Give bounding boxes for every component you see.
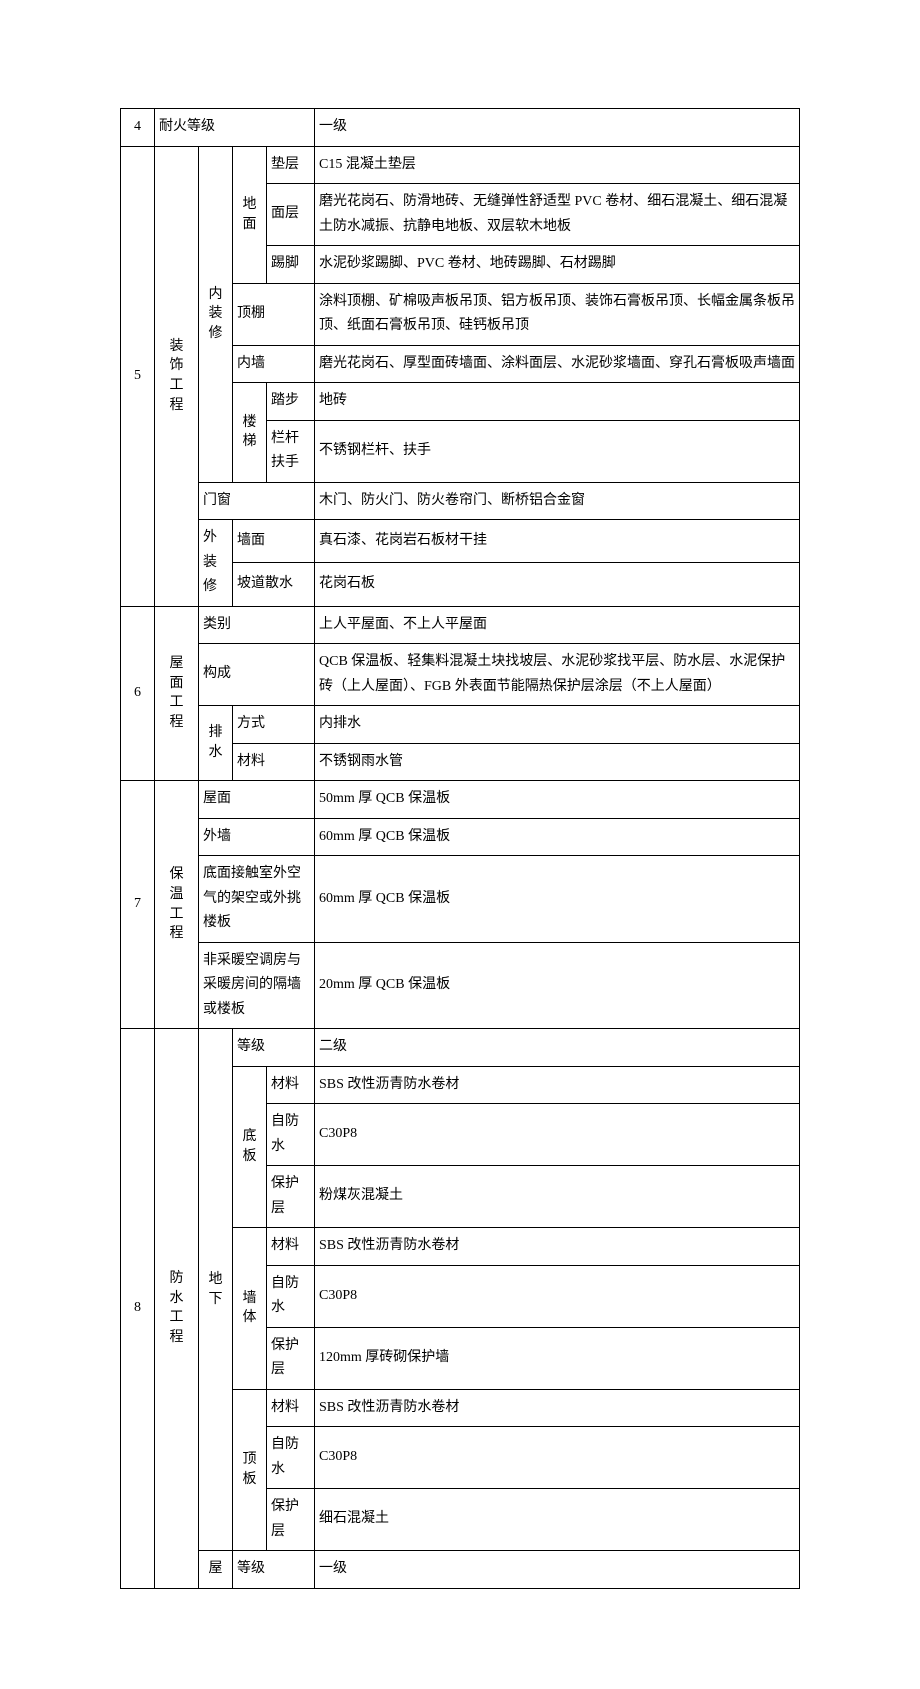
- sub-label: 坡道散水: [233, 563, 315, 606]
- row-value: 一级: [315, 109, 800, 147]
- row-number: 8: [121, 1029, 155, 1589]
- sub-label: 等级: [233, 1029, 315, 1067]
- row-number: 5: [121, 146, 155, 606]
- sub-label: 材料: [233, 743, 315, 781]
- row-value: SBS 改性沥青防水卷材: [315, 1066, 800, 1104]
- sub-label: 踏步: [267, 383, 315, 421]
- sub-label: 保护层: [267, 1489, 315, 1551]
- row-value: 磨光花岗石、厚型面砖墙面、涂料面层、水泥砂浆墙面、穿孔石膏板吸声墙面: [315, 345, 800, 383]
- row-value: 60mm 厚 QCB 保温板: [315, 856, 800, 943]
- table-row: 非采暖空调房与采暖房间的隔墙或楼板 20mm 厚 QCB 保温板: [121, 942, 800, 1029]
- sub-label: 外墙: [199, 818, 315, 856]
- sub-label: 保护层: [267, 1166, 315, 1228]
- sub-label: 自防水: [267, 1427, 315, 1489]
- sub-label: 材料: [267, 1389, 315, 1427]
- row-value: 细石混凝土: [315, 1489, 800, 1551]
- sub-label: 底板: [233, 1066, 267, 1228]
- row-value: 上人平屋面、不上人平屋面: [315, 606, 800, 644]
- row-value: 花岗石板: [315, 563, 800, 606]
- row-label: 保温工程: [155, 781, 199, 1029]
- table-row: 6 屋面工程 类别 上人平屋面、不上人平屋面: [121, 606, 800, 644]
- row-value: QCB 保温板、轻集料混凝土块找坡层、水泥砂浆找平层、防水层、水泥保护砖（上人屋…: [315, 644, 800, 706]
- table-row: 排水 方式 内排水: [121, 706, 800, 744]
- sub-label: 等级: [233, 1551, 315, 1589]
- sub-label: 保护层: [267, 1327, 315, 1389]
- spec-table: 4 耐火等级 一级 5 装饰工程 内装修 地面 垫层 C15 混凝土垫层 面层 …: [120, 108, 800, 1589]
- sub-label: 墙体: [233, 1228, 267, 1390]
- table-row: 屋 等级 一级: [121, 1551, 800, 1589]
- table-row: 外装修 墙面 真石漆、花岗岩石板材干挂: [121, 520, 800, 563]
- sub-label: 门窗: [199, 482, 315, 520]
- row-number: 4: [121, 109, 155, 147]
- row-value: 不锈钢雨水管: [315, 743, 800, 781]
- sub-label: 楼梯: [233, 383, 267, 483]
- sub-label: 内墙: [233, 345, 315, 383]
- row-label: 装饰工程: [155, 146, 199, 606]
- row-value: SBS 改性沥青防水卷材: [315, 1228, 800, 1266]
- sub-label: 屋面: [199, 781, 315, 819]
- sub-label: 材料: [267, 1066, 315, 1104]
- sub-label: 顶棚: [233, 283, 315, 345]
- sub-label: 底面接触室外空气的架空或外挑楼板: [199, 856, 315, 943]
- table-row: 底面接触室外空气的架空或外挑楼板 60mm 厚 QCB 保温板: [121, 856, 800, 943]
- table-row: 4 耐火等级 一级: [121, 109, 800, 147]
- sub-label: 栏杆扶手: [267, 420, 315, 482]
- row-value: C30P8: [315, 1104, 800, 1166]
- row-value: C15 混凝土垫层: [315, 146, 800, 184]
- sub-label: 垫层: [267, 146, 315, 184]
- row-value: C30P8: [315, 1427, 800, 1489]
- sub-label: 外装修: [199, 520, 233, 607]
- row-value: 不锈钢栏杆、扶手: [315, 420, 800, 482]
- sub-label: 非采暖空调房与采暖房间的隔墙或楼板: [199, 942, 315, 1029]
- row-value: 地砖: [315, 383, 800, 421]
- sub-label: 方式: [233, 706, 315, 744]
- sub-label: 墙面: [233, 520, 315, 563]
- row-value: 真石漆、花岗岩石板材干挂: [315, 520, 800, 563]
- sub-label: 地下: [199, 1029, 233, 1551]
- sub-label: 踢脚: [267, 246, 315, 284]
- row-value: 涂料顶棚、矿棉吸声板吊顶、铝方板吊顶、装饰石膏板吊顶、长幅金属条板吊顶、纸面石膏…: [315, 283, 800, 345]
- row-value: 20mm 厚 QCB 保温板: [315, 942, 800, 1029]
- sub-label: 自防水: [267, 1104, 315, 1166]
- row-label: 耐火等级: [155, 109, 315, 147]
- row-label: 防水工程: [155, 1029, 199, 1589]
- row-number: 7: [121, 781, 155, 1029]
- row-value: 木门、防火门、防火卷帘门、断桥铝合金窗: [315, 482, 800, 520]
- row-value: 水泥砂浆踢脚、PVC 卷材、地砖踢脚、石材踢脚: [315, 246, 800, 284]
- sub-label: 顶板: [233, 1389, 267, 1551]
- sub-label: 面层: [267, 184, 315, 246]
- sub-label: 类别: [199, 606, 315, 644]
- sub-label: 材料: [267, 1228, 315, 1266]
- row-value: SBS 改性沥青防水卷材: [315, 1389, 800, 1427]
- table-row: 7 保温工程 屋面 50mm 厚 QCB 保温板: [121, 781, 800, 819]
- row-value: 内排水: [315, 706, 800, 744]
- row-label: 屋面工程: [155, 606, 199, 781]
- table-row: 构成 QCB 保温板、轻集料混凝土块找坡层、水泥砂浆找平层、防水层、水泥保护砖（…: [121, 644, 800, 706]
- sub-label: 构成: [199, 644, 315, 706]
- table-row: 8 防水工程 地下 等级 二级: [121, 1029, 800, 1067]
- table-row: 5 装饰工程 内装修 地面 垫层 C15 混凝土垫层: [121, 146, 800, 184]
- sub-label: 地面: [233, 146, 267, 283]
- row-value: 磨光花岗石、防滑地砖、无缝弹性舒适型 PVC 卷材、细石混凝土、细石混凝土防水减…: [315, 184, 800, 246]
- row-number: 6: [121, 606, 155, 781]
- sub-label: 内装修: [199, 146, 233, 482]
- row-value: 120mm 厚砖砌保护墙: [315, 1327, 800, 1389]
- row-value: 二级: [315, 1029, 800, 1067]
- row-value: C30P8: [315, 1265, 800, 1327]
- row-value: 50mm 厚 QCB 保温板: [315, 781, 800, 819]
- table-row: 外墙 60mm 厚 QCB 保温板: [121, 818, 800, 856]
- document-page: 4 耐火等级 一级 5 装饰工程 内装修 地面 垫层 C15 混凝土垫层 面层 …: [0, 0, 920, 1689]
- row-value: 粉煤灰混凝土: [315, 1166, 800, 1228]
- sub-label: 排水: [199, 706, 233, 781]
- table-row: 门窗 木门、防火门、防火卷帘门、断桥铝合金窗: [121, 482, 800, 520]
- sub-label: 屋: [199, 1551, 233, 1589]
- row-value: 60mm 厚 QCB 保温板: [315, 818, 800, 856]
- sub-label: 自防水: [267, 1265, 315, 1327]
- row-value: 一级: [315, 1551, 800, 1589]
